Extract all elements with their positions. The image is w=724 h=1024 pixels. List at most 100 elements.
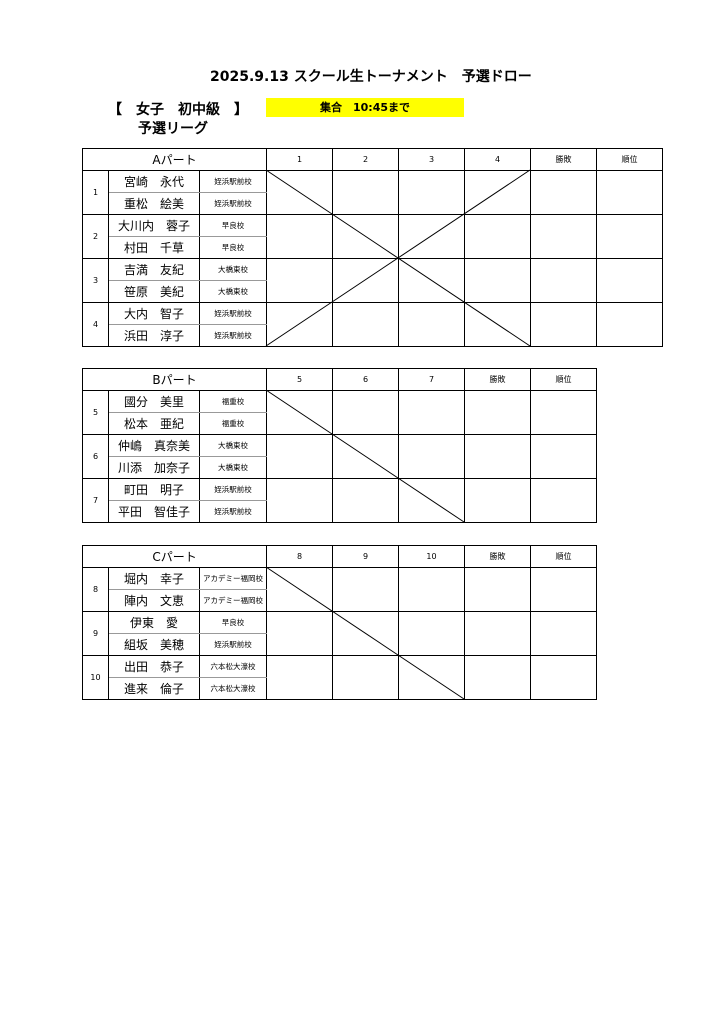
table-row: 2 大川内 蓉子 早良校: [82, 214, 664, 259]
player-school: 姪浜駅前校: [198, 324, 268, 347]
score-cell[interactable]: [266, 302, 334, 347]
score-cell[interactable]: [596, 302, 664, 347]
table-row: 平田 智佳子 姪浜駅前校: [83, 500, 597, 523]
player-name: 町田 明子: [108, 478, 200, 501]
score-cell[interactable]: [266, 478, 333, 523]
score-cell[interactable]: [530, 478, 597, 523]
player-name: 陣内 文恵: [108, 589, 200, 612]
player-name: 進来 倫子: [108, 677, 200, 700]
score-cell[interactable]: [332, 302, 400, 347]
score-cell[interactable]: [398, 434, 465, 479]
score-cell[interactable]: [266, 434, 333, 479]
result-header: 勝敗: [464, 368, 531, 391]
player-school: 早良校: [198, 214, 268, 237]
player-name: 出田 恭子: [108, 655, 200, 678]
player-name: 川添 加奈子: [108, 456, 200, 479]
league-table-a: Aパート 1 2 3 4 勝敗 順位 1 宮崎 永代 姪浜駅前校 重松 絵美 姪浜駅前校 2 大川内 蓉子…: [81, 148, 664, 347]
score-cell[interactable]: [464, 478, 531, 523]
score-cell[interactable]: [332, 655, 400, 700]
player-name: 平田 智佳子: [108, 500, 200, 523]
score-cell[interactable]: [398, 302, 466, 347]
table-row: 10 出田 恭子 六本松大濠校: [82, 655, 598, 700]
team-number: 9: [82, 611, 109, 656]
score-cell[interactable]: [530, 434, 597, 479]
score-cell[interactable]: [332, 611, 400, 656]
player-name: 宮崎 永代: [108, 170, 200, 193]
score-cell[interactable]: [464, 655, 532, 700]
part-name: Bパート: [82, 368, 267, 391]
score-cell[interactable]: [530, 655, 598, 700]
player-school: 大橋東校: [199, 456, 267, 479]
score-cell[interactable]: [530, 390, 597, 435]
score-cell[interactable]: [464, 434, 531, 479]
column-header: 7: [398, 368, 465, 391]
part-name: Aパート: [81, 148, 268, 171]
player-school: 六本松大濠校: [198, 655, 268, 678]
score-cell[interactable]: [332, 434, 399, 479]
column-header: 8: [266, 545, 334, 568]
score-cell[interactable]: [464, 567, 532, 612]
score-cell[interactable]: [398, 567, 466, 612]
score-cell[interactable]: [464, 258, 532, 303]
table-row: 9 伊東 愛早良校: [82, 611, 598, 656]
table-row: 1 宮崎 永代 姪浜駅前校: [82, 170, 664, 215]
score-cell[interactable]: [266, 258, 334, 303]
player-name: 仲嶋 真奈美: [108, 434, 200, 457]
player-school: アカデミー福岡校: [198, 589, 268, 612]
team-number: 6: [82, 434, 109, 479]
player-name: 國分 美里: [108, 390, 200, 413]
score-cell[interactable]: [530, 214, 598, 259]
score-cell[interactable]: [266, 214, 334, 259]
score-cell[interactable]: [596, 170, 664, 215]
team-number: 8: [82, 567, 109, 612]
score-cell[interactable]: [464, 170, 532, 215]
player-school: 福重校: [199, 390, 267, 413]
score-cell[interactable]: [530, 567, 598, 612]
score-cell[interactable]: [398, 390, 465, 435]
score-cell[interactable]: [596, 258, 664, 303]
score-cell[interactable]: [398, 611, 466, 656]
score-cell[interactable]: [266, 170, 334, 215]
part-name: Cパート: [81, 545, 268, 568]
score-cell[interactable]: [398, 478, 465, 523]
player-name: 重松 絵美: [108, 192, 200, 215]
player-school: 姪浜駅前校: [198, 633, 268, 656]
result-header: 勝敗: [530, 148, 598, 171]
score-cell[interactable]: [398, 258, 466, 303]
table-row: 8 堀内 幸子 アカデミー福岡校: [82, 567, 598, 612]
score-cell[interactable]: [398, 214, 466, 259]
score-cell[interactable]: [596, 214, 664, 259]
player-school: 大橋東校: [198, 280, 268, 303]
score-cell[interactable]: [530, 302, 598, 347]
score-cell[interactable]: [332, 567, 400, 612]
score-cell[interactable]: [530, 258, 598, 303]
column-header: 9: [332, 545, 400, 568]
table-row: 5 國分 美里 福重校: [82, 390, 597, 435]
score-cell[interactable]: [332, 478, 399, 523]
score-cell[interactable]: [266, 390, 333, 435]
player-school: 大橋東校: [199, 434, 267, 457]
column-header: 3: [398, 148, 466, 171]
player-name: 大川内 蓉子: [108, 214, 200, 237]
player-school: 福重校: [199, 412, 267, 435]
player-school: 姪浜駅前校: [198, 170, 268, 193]
score-cell[interactable]: [530, 170, 598, 215]
score-cell[interactable]: [332, 170, 400, 215]
score-cell[interactable]: [464, 302, 532, 347]
score-cell[interactable]: [266, 567, 334, 612]
score-cell[interactable]: [398, 170, 466, 215]
score-cell[interactable]: [530, 611, 598, 656]
score-cell[interactable]: [266, 655, 334, 700]
score-cell[interactable]: [464, 611, 532, 656]
header-row: Cパート 8 9 10 勝敗 順位: [81, 545, 598, 568]
score-cell[interactable]: [332, 390, 399, 435]
team-number: 5: [82, 390, 109, 435]
score-cell[interactable]: [398, 655, 466, 700]
score-cell[interactable]: [464, 390, 531, 435]
score-cell[interactable]: [464, 214, 532, 259]
score-cell[interactable]: [332, 258, 400, 303]
score-cell[interactable]: [266, 611, 334, 656]
score-cell[interactable]: [332, 214, 400, 259]
player-school: 早良校: [198, 236, 268, 259]
